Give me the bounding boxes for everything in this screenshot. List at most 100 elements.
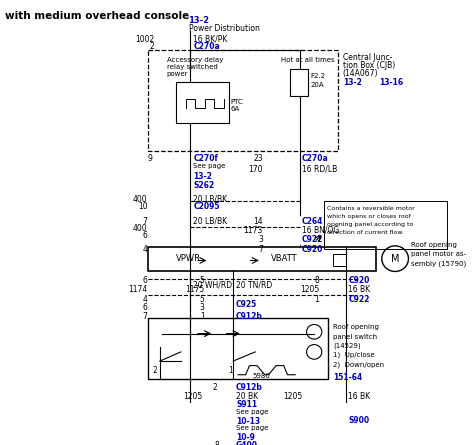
Text: See page: See page (193, 163, 226, 169)
Text: 1205: 1205 (283, 392, 303, 401)
Text: See page: See page (236, 409, 268, 415)
Text: Hot at all times: Hot at all times (281, 57, 335, 63)
Text: Roof opening: Roof opening (333, 324, 379, 331)
Text: C922: C922 (302, 235, 323, 244)
Text: Accessory delay: Accessory delay (167, 57, 223, 63)
Text: 3: 3 (200, 303, 205, 312)
Text: Roof opening: Roof opening (411, 242, 457, 248)
Text: 2: 2 (152, 366, 157, 375)
Text: sembly (15790): sembly (15790) (411, 260, 466, 267)
Text: 16 RD/LB: 16 RD/LB (302, 165, 337, 174)
Text: 16 BK: 16 BK (348, 285, 371, 294)
Text: 4: 4 (143, 295, 147, 304)
Text: 10-13: 10-13 (236, 417, 260, 426)
Text: with medium overhead console: with medium overhead console (5, 11, 189, 21)
Text: C270a: C270a (193, 42, 220, 51)
Bar (147, 247, 376, 271)
Text: 1: 1 (228, 366, 233, 375)
Text: opening panel according to: opening panel according to (327, 222, 413, 227)
Text: 1: 1 (200, 312, 205, 321)
Text: 5: 5 (200, 295, 205, 304)
Text: 4: 4 (143, 245, 147, 254)
Text: 1002: 1002 (135, 35, 154, 44)
Text: (14A067): (14A067) (343, 69, 378, 78)
Text: C920: C920 (348, 276, 370, 285)
Text: 16 BK/PK: 16 BK/PK (193, 35, 228, 44)
Text: C270f: C270f (193, 154, 218, 162)
Text: 400: 400 (133, 224, 147, 233)
Text: relay switched: relay switched (167, 64, 218, 70)
Text: 20 TN/RD: 20 TN/RD (236, 281, 273, 290)
Text: 2: 2 (212, 383, 217, 392)
Text: which opens or closes roof: which opens or closes roof (327, 214, 410, 219)
Text: 1174: 1174 (128, 285, 147, 294)
Text: 6A: 6A (230, 106, 240, 112)
Bar (147, 50, 338, 151)
Bar (333, 254, 346, 266)
Text: VBATT: VBATT (271, 254, 298, 263)
Bar (324, 201, 447, 249)
Text: C264: C264 (302, 217, 323, 226)
Text: 16 BN/OG: 16 BN/OG (302, 226, 339, 235)
Text: See page: See page (236, 425, 268, 431)
Text: C920: C920 (302, 245, 323, 254)
Text: 1205: 1205 (183, 392, 203, 401)
Text: M: M (391, 254, 400, 264)
Text: 1205: 1205 (300, 285, 319, 294)
Text: tion Box (CJB): tion Box (CJB) (343, 61, 395, 70)
Bar (176, 82, 228, 123)
Text: C2095: C2095 (193, 202, 220, 211)
Text: C925: C925 (236, 300, 257, 309)
Text: 1173: 1173 (244, 226, 263, 235)
Text: 1)  Up/close: 1) Up/close (333, 352, 375, 358)
Text: 23: 23 (253, 154, 263, 162)
Text: S900: S900 (348, 416, 370, 425)
Text: 1175: 1175 (185, 285, 205, 294)
Text: 10: 10 (138, 202, 147, 211)
Bar (291, 69, 308, 96)
Text: 20 LB/BK: 20 LB/BK (193, 194, 228, 204)
Text: 5: 5 (200, 276, 205, 285)
Text: 6: 6 (143, 276, 147, 285)
Text: (14529): (14529) (333, 343, 361, 349)
Text: 8: 8 (214, 441, 219, 445)
Text: C912b: C912b (236, 383, 263, 392)
Text: 13-2: 13-2 (189, 16, 210, 25)
Text: 20 WH/RD: 20 WH/RD (193, 281, 232, 290)
Text: C922: C922 (348, 295, 370, 304)
Text: 7: 7 (258, 245, 263, 254)
Text: 3: 3 (258, 235, 263, 244)
Text: 5980: 5980 (252, 373, 270, 379)
Text: 14: 14 (253, 217, 263, 226)
Text: 9: 9 (147, 154, 152, 162)
Bar (147, 318, 328, 379)
Text: 8: 8 (314, 276, 319, 285)
Text: S911: S911 (236, 400, 257, 409)
Text: S262: S262 (193, 181, 214, 190)
Text: PTC: PTC (230, 99, 243, 105)
Text: 2)  Down/open: 2) Down/open (333, 361, 384, 368)
Text: power: power (167, 71, 188, 77)
Text: C270a: C270a (302, 154, 328, 162)
Text: VPWR: VPWR (176, 254, 201, 263)
Text: direction of current flow.: direction of current flow. (327, 231, 403, 235)
Text: G400: G400 (236, 441, 258, 445)
Text: 1: 1 (314, 295, 319, 304)
Text: 7: 7 (143, 217, 147, 226)
Text: 16 BK: 16 BK (348, 392, 371, 401)
Text: C912b: C912b (236, 312, 263, 321)
Text: 10-9: 10-9 (236, 433, 255, 442)
Text: 170: 170 (248, 165, 263, 174)
Text: Central Junc-: Central Junc- (343, 53, 392, 62)
Text: 151-64: 151-64 (333, 373, 363, 382)
Text: 2: 2 (149, 42, 154, 51)
Text: Contains a reversible motor: Contains a reversible motor (327, 206, 414, 210)
Text: 20 LB/BK: 20 LB/BK (193, 217, 228, 226)
Text: F2.2: F2.2 (310, 73, 325, 79)
Text: panel motor as-: panel motor as- (411, 251, 466, 257)
Text: 20 BK: 20 BK (236, 392, 258, 401)
Text: 13-2: 13-2 (343, 78, 362, 87)
Text: 13-2: 13-2 (193, 172, 212, 181)
Text: 400: 400 (133, 194, 147, 204)
Text: 13-16: 13-16 (379, 78, 403, 87)
